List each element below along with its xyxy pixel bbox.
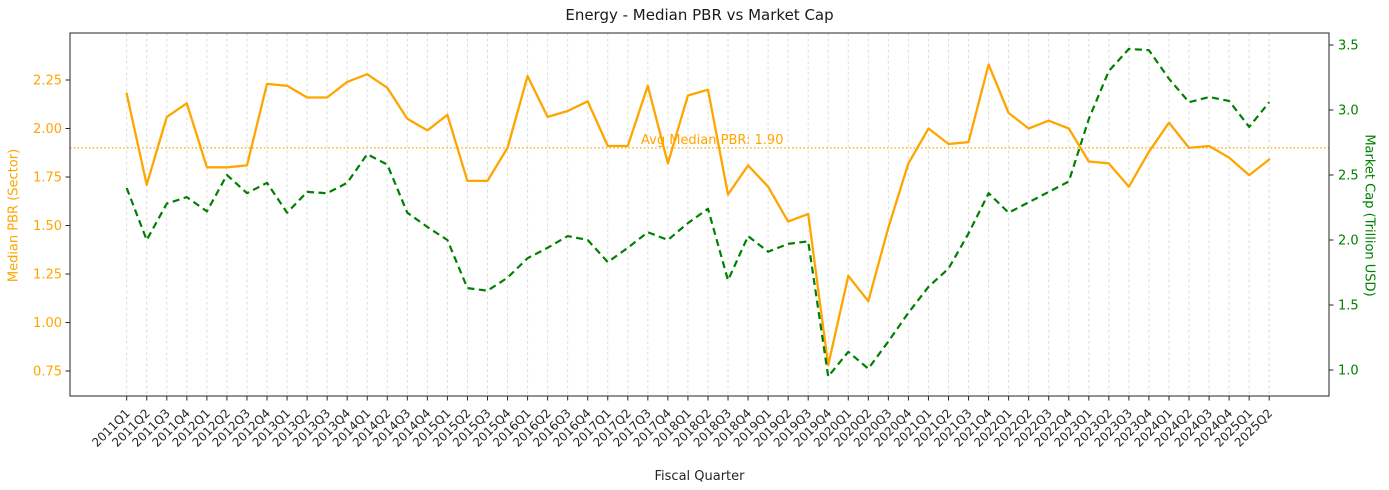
avg-pbr-line: Avg Median PBR: 1.90 xyxy=(70,133,1329,149)
left-tick-label: 2.25 xyxy=(33,74,62,89)
right-tick-label: 3.0 xyxy=(1338,104,1359,119)
x-axis-label: Fiscal Quarter xyxy=(654,469,745,484)
axis-ticks xyxy=(65,44,1334,401)
right-tick-label: 1.5 xyxy=(1338,299,1359,314)
right-tick-label: 3.5 xyxy=(1338,39,1359,54)
gridlines xyxy=(126,33,1270,396)
left-tick-label: 2.00 xyxy=(33,122,62,137)
left-tick-labels: 0.75 1.00 1.25 1.50 1.75 2.00 2.25 xyxy=(33,74,62,380)
market-cap-line xyxy=(125,47,1271,378)
x-tick-labels: 2011Q12011Q22011Q32011Q42012Q12012Q22012… xyxy=(89,406,1275,450)
left-tick-label: 1.50 xyxy=(33,219,62,234)
left-tick-label: 1.25 xyxy=(33,268,62,283)
left-tick-label: 1.00 xyxy=(33,316,62,331)
plot-border xyxy=(69,32,1330,397)
right-tick-label: 2.0 xyxy=(1338,234,1359,249)
right-tick-labels: 1.0 1.5 2.0 2.5 3.0 3.5 xyxy=(1338,39,1359,379)
chart-title: Energy - Median PBR vs Market Cap xyxy=(565,6,834,24)
right-tick-label: 2.5 xyxy=(1338,169,1359,184)
pbr-line xyxy=(125,63,1271,367)
right-tick-label: 1.0 xyxy=(1338,364,1359,379)
left-tick-label: 1.75 xyxy=(33,171,62,186)
left-tick-label: 0.75 xyxy=(33,365,62,380)
right-axis-label: Market Cap (Trillion USD) xyxy=(1361,134,1377,297)
left-axis-label: Median PBR (Sector) xyxy=(6,148,22,283)
